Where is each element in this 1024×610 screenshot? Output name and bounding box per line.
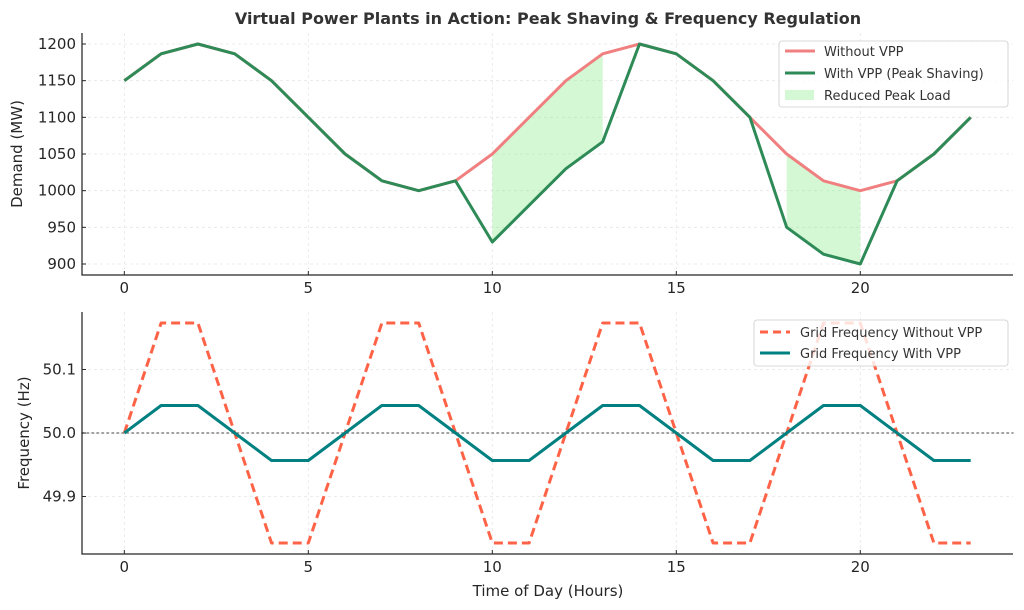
y-tick-label: 1150 — [38, 72, 76, 90]
demand-y-axis-label: Demand (MW) — [8, 100, 26, 208]
frequency-y-ticks: 49.9 50.0 50.1 — [43, 360, 86, 506]
x-tick-label: 0 — [120, 279, 130, 297]
frequency-lines — [122, 321, 971, 545]
frequency-x-ticks: 0 5 10 15 20 — [120, 550, 870, 576]
legend-swatch-reduced-peak — [785, 90, 814, 100]
axis-spines — [81, 312, 1013, 555]
demand-lines — [123, 42, 972, 266]
legend-label-without-vpp: Without VPP — [824, 45, 904, 60]
demand-y-ticks: 900 950 1000 1050 1100 1150 1200 — [38, 35, 86, 273]
y-tick-label: 900 — [47, 255, 76, 273]
y-tick-label: 1050 — [38, 145, 76, 163]
series-line-grid-frequency-with-vpp — [123, 403, 971, 463]
y-tick-label: 49.9 — [43, 488, 76, 506]
x-tick-label: 15 — [667, 279, 686, 297]
chart-title: Virtual Power Plants in Action: Peak Sha… — [235, 9, 861, 28]
y-tick-label: 950 — [47, 218, 76, 236]
series-line-with-vpp-peak-shaving — [123, 42, 972, 266]
x-tick-label: 5 — [304, 279, 314, 297]
frequency-spines — [81, 312, 1013, 555]
x-tick-label: 5 — [304, 558, 314, 576]
y-tick-label: 1000 — [38, 182, 76, 200]
reduced-peak-area — [492, 53, 603, 243]
reduced-peak-area — [786, 154, 861, 264]
axis-spines — [81, 33, 1013, 276]
demand-x-ticks: 0 5 10 15 20 — [120, 271, 870, 297]
legend-frame — [778, 40, 1009, 108]
x-axis-label: Time of Day (Hours) — [472, 582, 624, 600]
legend-label-with-vpp: With VPP (Peak Shaving) — [824, 67, 984, 82]
x-tick-label: 10 — [483, 279, 502, 297]
y-tick-label: 1200 — [38, 35, 76, 53]
y-tick-label: 50.0 — [43, 424, 76, 442]
legend-label-freq-with-vpp: Grid Frequency With VPP — [800, 347, 961, 362]
x-tick-label: 15 — [667, 558, 686, 576]
x-tick-label: 20 — [851, 279, 870, 297]
y-tick-label: 1100 — [38, 108, 76, 126]
x-tick-label: 0 — [120, 558, 130, 576]
demand-axes: 0 5 10 15 20 900 950 1000 1050 1100 1150 1200 Dema… — [8, 33, 1013, 297]
legend-frame — [753, 319, 1009, 367]
demand-legend: Without VPP With VPP (Peak Shaving) Redu… — [778, 40, 1009, 108]
y-tick-label: 50.1 — [43, 360, 76, 378]
frequency-axes: 0 5 10 15 20 49.9 50.0 50.1 Frequency (Hz) Tim… — [15, 312, 1014, 600]
demand-spines — [81, 33, 1013, 276]
frequency-y-axis-label: Frequency (Hz) — [15, 376, 33, 489]
frequency-legend: Grid Frequency Without VPP Grid Frequenc… — [753, 319, 1009, 367]
x-tick-label: 20 — [851, 558, 870, 576]
series-line-grid-frequency-without-vpp — [122, 321, 971, 545]
legend-label-reduced-peak: Reduced Peak Load — [824, 89, 951, 104]
x-tick-label: 10 — [483, 558, 502, 576]
legend-label-freq-without-vpp: Grid Frequency Without VPP — [800, 326, 982, 341]
reduced-peak-load-fill — [492, 53, 861, 264]
